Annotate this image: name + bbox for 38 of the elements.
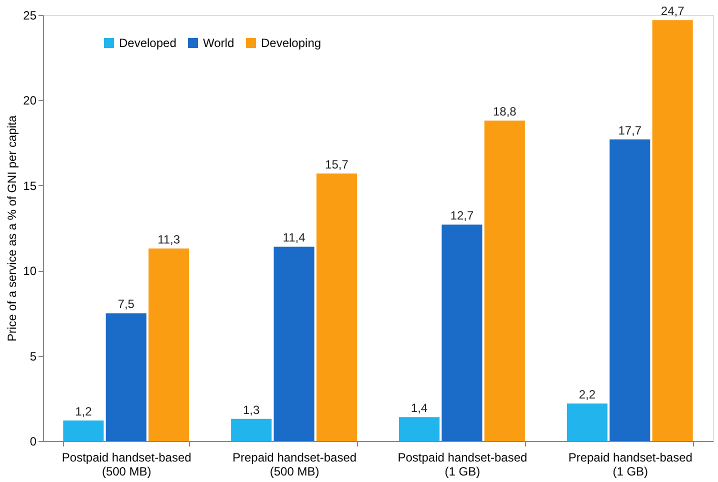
x-tick-label: Postpaid handset-based (1 GB) [398,450,528,478]
x-tick-label: Postpaid handset-based (500 MB) [62,450,192,478]
data-label: 7,5 [118,297,135,312]
data-label: 1,2 [75,404,92,419]
x-tick-label: Prepaid handset-based (1 GB) [568,450,692,478]
bar [63,420,104,441]
data-label: 11,3 [158,232,180,246]
bar [398,417,440,441]
bar [566,404,608,441]
bar [231,418,272,441]
data-label: 1,3 [243,402,260,417]
data-label: 1,4 [410,401,428,416]
legend-label: World [203,36,234,50]
y-tick-label: 20 [23,94,37,108]
data-label: 12,7 [450,208,474,223]
y-tick-label: 15 [23,178,37,193]
x-tick-label: Prepaid handset-based (500 MB) [232,450,357,478]
bar [484,120,525,441]
data-label: 11,4 [282,230,306,245]
data-label: 24,7 [660,4,685,18]
bar [652,20,693,441]
bar [148,248,190,441]
data-label: 18,8 [492,104,517,119]
bar [274,246,314,441]
bar [610,139,650,441]
y-axis-title: Price of a service as a % of GNI per capita [5,115,20,342]
legend-label: Developed [119,36,176,50]
bar [442,224,482,441]
bar [316,173,358,441]
y-tick-label: 10 [23,264,37,278]
data-label: 17,7 [618,123,642,138]
y-tick-label: 0 [30,434,37,448]
data-label: 2,2 [578,388,596,402]
legend-label: Developing [261,36,322,50]
y-tick-label: 5 [30,349,37,364]
y-tick-label: 25 [23,8,37,22]
data-label: 15,7 [325,157,349,172]
bar [106,313,146,441]
